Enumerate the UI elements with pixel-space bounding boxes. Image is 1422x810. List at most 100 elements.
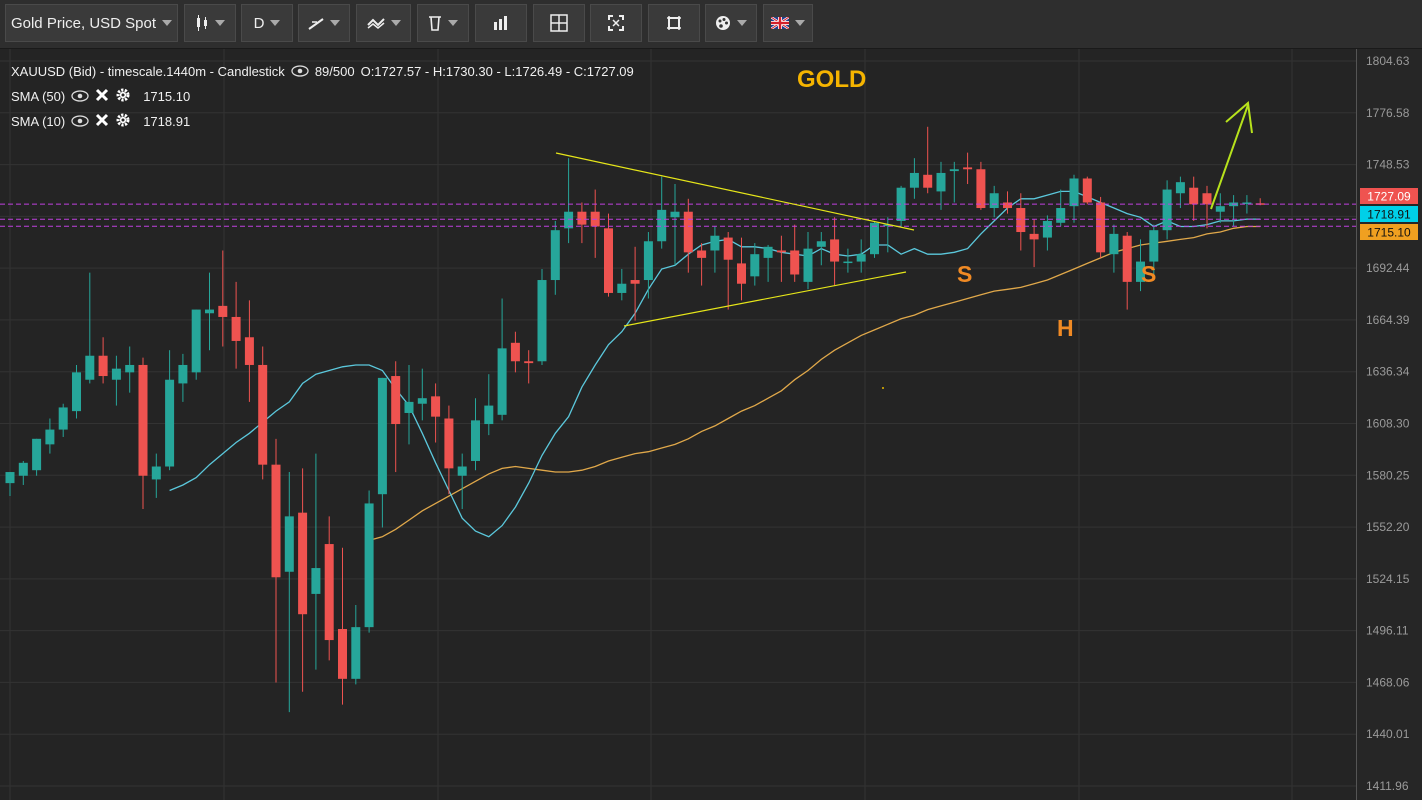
candle xyxy=(258,346,268,480)
candle xyxy=(111,355,121,406)
crosshair-button[interactable] xyxy=(533,4,585,42)
candle-body xyxy=(471,420,480,461)
candle xyxy=(936,161,946,210)
instrument-selector[interactable]: Gold Price, USD Spot xyxy=(5,4,178,42)
price-tag: 1727.09 xyxy=(1360,188,1418,204)
lower-trendline xyxy=(623,271,907,327)
candle xyxy=(723,232,733,310)
candle-body xyxy=(1016,208,1026,233)
candle-body xyxy=(1215,206,1225,212)
candle xyxy=(830,217,840,286)
crosshair-icon xyxy=(550,14,568,32)
right-shoulder-label: S xyxy=(1141,261,1157,287)
legend-sma10-row: SMA (10) 1718.91 xyxy=(11,109,634,134)
eye-icon[interactable] xyxy=(71,89,89,105)
chevron-down-icon xyxy=(330,20,340,26)
candle-body xyxy=(936,172,946,192)
delete-drawings-button[interactable] xyxy=(417,4,469,42)
candle xyxy=(1109,224,1119,273)
candle xyxy=(165,350,175,471)
candle-body xyxy=(271,464,281,578)
candle-body xyxy=(18,462,28,476)
arrow-head-icon xyxy=(1225,101,1253,134)
candle-body xyxy=(244,337,254,365)
candle xyxy=(816,232,826,266)
candle-body xyxy=(909,172,919,188)
sma10-value: 1718.91 xyxy=(143,114,191,129)
chevron-down-icon xyxy=(390,20,401,26)
eye-icon[interactable] xyxy=(71,114,89,130)
price-tag: 1718.91 xyxy=(1360,206,1418,222)
candle-body xyxy=(564,211,574,229)
fullscreen-button[interactable] xyxy=(590,4,642,42)
candle xyxy=(923,126,933,194)
candle xyxy=(590,189,600,258)
candle xyxy=(1175,176,1185,209)
gold-title: GOLD xyxy=(797,66,867,93)
candle xyxy=(85,272,95,384)
candle xyxy=(524,350,534,384)
language-selector[interactable] xyxy=(763,4,813,42)
candle-body xyxy=(1029,233,1039,240)
candle xyxy=(484,374,494,436)
candle-body xyxy=(1003,202,1012,209)
candle-body xyxy=(1056,208,1066,223)
candle xyxy=(1136,239,1145,292)
price-tick-label: 1524.15 xyxy=(1366,572,1410,586)
candle-body xyxy=(737,263,746,284)
chart-area[interactable]: 1804.631776.581748.531720.481692.441664.… xyxy=(0,49,1422,800)
candle-body xyxy=(58,407,68,430)
candle xyxy=(803,232,813,290)
candle-body xyxy=(1136,261,1145,282)
instrument-label: Gold Price, USD Spot xyxy=(10,14,157,32)
candle-body xyxy=(364,503,374,628)
candle xyxy=(883,217,893,253)
legend-sma50-row: SMA (50) 1715.10 xyxy=(11,84,634,109)
close-icon[interactable] xyxy=(95,88,109,105)
eye-icon[interactable] xyxy=(291,64,309,80)
candle xyxy=(5,472,15,497)
candle-body xyxy=(125,364,135,373)
candle-body xyxy=(205,309,214,314)
candle-body xyxy=(604,228,613,293)
fit-chart-button[interactable] xyxy=(648,4,700,42)
indicators-button[interactable] xyxy=(356,4,411,42)
close-icon[interactable] xyxy=(95,113,109,130)
upper-trendline xyxy=(555,152,915,231)
chart-type-selector[interactable] xyxy=(184,4,236,42)
price-tag-bg xyxy=(1360,206,1418,222)
timeframe-selector[interactable]: D xyxy=(241,4,293,42)
candle-body xyxy=(750,254,760,277)
chart-grid xyxy=(0,49,1356,800)
price-chart[interactable]: 1804.631776.581748.531720.481692.441664.… xyxy=(0,49,1422,800)
candle xyxy=(643,232,653,299)
theme-selector[interactable] xyxy=(705,4,757,42)
candle xyxy=(1082,176,1092,205)
candle-body xyxy=(856,254,866,262)
candle-body xyxy=(338,628,347,679)
candle-body xyxy=(1042,220,1052,238)
sma50-value: 1715.10 xyxy=(143,89,191,104)
price-axis-labels: 1804.631776.581748.531720.481692.441664.… xyxy=(1366,54,1410,793)
candle xyxy=(497,298,507,421)
candle-body xyxy=(444,418,454,469)
candle xyxy=(1016,193,1026,251)
drawing-tools-button[interactable] xyxy=(298,4,350,42)
uk-flag-icon xyxy=(771,17,789,29)
candle-body xyxy=(32,438,42,471)
candle xyxy=(843,248,853,273)
candle-body xyxy=(1162,189,1172,231)
candle xyxy=(338,547,347,705)
gear-icon[interactable] xyxy=(115,87,131,106)
candle xyxy=(697,243,707,286)
volume-button[interactable] xyxy=(475,4,527,42)
candle-body xyxy=(896,187,906,221)
candle xyxy=(298,468,308,692)
candle-body xyxy=(45,429,55,445)
price-tick-label: 1608.30 xyxy=(1366,416,1410,430)
candle-body xyxy=(524,361,534,364)
candle xyxy=(271,438,281,683)
gear-icon[interactable] xyxy=(115,112,131,131)
candle-body xyxy=(989,193,999,209)
candle-body xyxy=(165,379,175,467)
